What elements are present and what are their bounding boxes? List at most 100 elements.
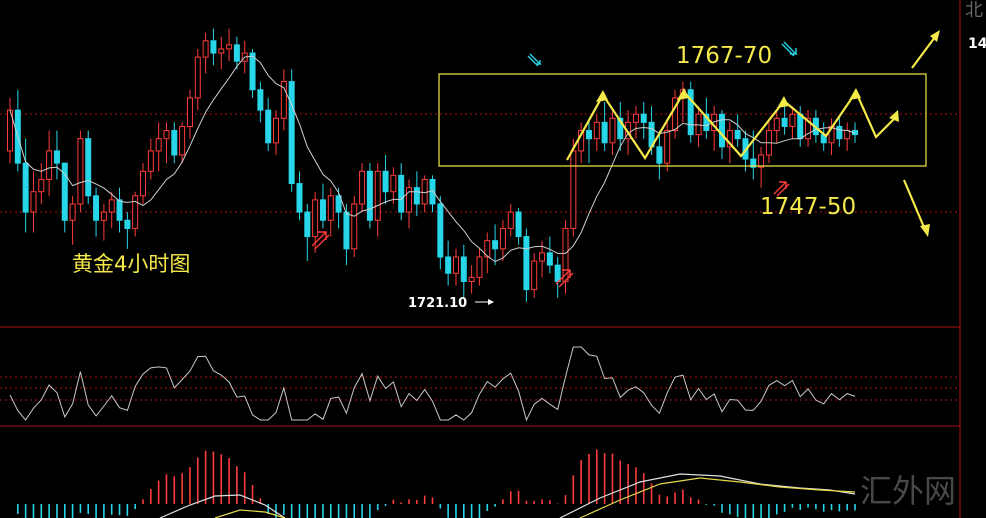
candle-body — [351, 203, 358, 250]
candle-body — [186, 97, 193, 127]
low-price-label: 1721.10 — [408, 296, 467, 311]
candle-body — [296, 183, 303, 213]
oscillator-line — [9, 346, 856, 422]
candle-body — [836, 125, 843, 140]
candle-body — [343, 211, 350, 250]
low-marker-arrowhead — [488, 299, 494, 305]
candle-body — [398, 174, 405, 213]
candle-body — [805, 117, 812, 140]
candle-body — [797, 113, 804, 140]
candle-body — [312, 199, 319, 238]
candle-body — [179, 125, 186, 156]
candle-body — [664, 130, 671, 164]
macd-dif-line — [159, 494, 286, 518]
chart-title: 黄金4小时图 — [72, 252, 190, 276]
candle-body — [319, 199, 326, 221]
candle-body — [171, 130, 178, 156]
candle-body — [499, 227, 506, 250]
candle-body — [687, 89, 694, 136]
candle-body — [374, 170, 381, 221]
candle-body — [632, 113, 639, 123]
candle-body — [163, 130, 170, 140]
support-label: 1747-50 — [760, 194, 856, 220]
candle-body — [672, 97, 679, 132]
candle-body — [233, 44, 240, 62]
candle-body — [257, 89, 264, 111]
candle-body — [335, 195, 342, 213]
arrow-head — [849, 88, 861, 100]
arrow-head — [920, 224, 930, 237]
candle-body — [327, 195, 334, 221]
up-signal-arrow — [555, 269, 574, 288]
candle-body — [304, 211, 311, 238]
candle-body — [202, 40, 209, 58]
corner-label: 14 — [968, 36, 986, 52]
candle-body — [155, 138, 162, 152]
candle-body — [492, 240, 499, 250]
resistance-label: 1767-70 — [676, 43, 772, 69]
down-signal-arrow — [527, 53, 542, 67]
candle-body — [515, 211, 522, 238]
candle-body — [546, 252, 553, 266]
candle-body — [617, 117, 624, 140]
candle-body — [406, 187, 413, 213]
candle-body — [429, 178, 436, 205]
candle-body — [718, 113, 725, 148]
candle-body — [249, 52, 256, 91]
candle-body — [210, 40, 217, 54]
candle-body — [758, 154, 765, 168]
candle-body — [280, 81, 287, 119]
candle-body — [265, 109, 272, 144]
candle-body — [781, 117, 788, 127]
candle-body — [218, 48, 225, 54]
breakout-down-arrow — [902, 179, 928, 233]
arrow-head — [677, 88, 689, 100]
down-signal-arrow — [781, 41, 798, 57]
arrow-head — [596, 90, 608, 102]
candle-body — [468, 276, 475, 282]
macd-dif-line — [559, 473, 856, 518]
macd-lines — [159, 473, 856, 518]
arrow-head — [930, 30, 940, 42]
candle-body — [140, 170, 147, 197]
candle-body — [226, 44, 233, 50]
candle-body — [703, 113, 710, 132]
candle-body — [69, 203, 76, 221]
consolidation-box — [438, 73, 927, 167]
candle-body — [194, 56, 201, 99]
candle-body — [22, 162, 29, 213]
candle-body — [61, 162, 68, 221]
candle-body — [390, 174, 397, 193]
candle-body — [437, 203, 444, 258]
candle-body — [359, 170, 366, 205]
candle-body — [30, 191, 37, 213]
candle-body — [85, 138, 92, 197]
up-signal-arrow — [311, 231, 330, 250]
candle-body — [570, 150, 577, 229]
up-signal-arrow — [773, 181, 790, 197]
candle-body — [132, 195, 139, 229]
candle-body — [366, 170, 373, 221]
candle-body — [773, 117, 780, 132]
macd-histogram — [17, 449, 856, 518]
moving-average-line — [9, 55, 856, 263]
candle-body — [789, 113, 796, 127]
candle-body — [108, 199, 115, 213]
candle-body — [656, 146, 663, 164]
candle-body — [413, 187, 420, 205]
candle-body — [593, 121, 600, 140]
candle-body — [507, 211, 514, 229]
candle-body — [100, 211, 107, 221]
candle-body — [46, 150, 53, 180]
zigzag-projection — [566, 30, 940, 237]
candle-body — [124, 219, 131, 229]
candle-body — [601, 121, 608, 144]
candle-body — [445, 256, 452, 274]
candle-body — [382, 170, 389, 193]
candle-body — [460, 256, 467, 282]
candle-body — [452, 256, 459, 274]
macd-dea-line — [579, 477, 856, 518]
signal-arrows — [311, 41, 798, 288]
corner-label: 北 — [965, 0, 983, 21]
candle-body — [53, 150, 60, 164]
